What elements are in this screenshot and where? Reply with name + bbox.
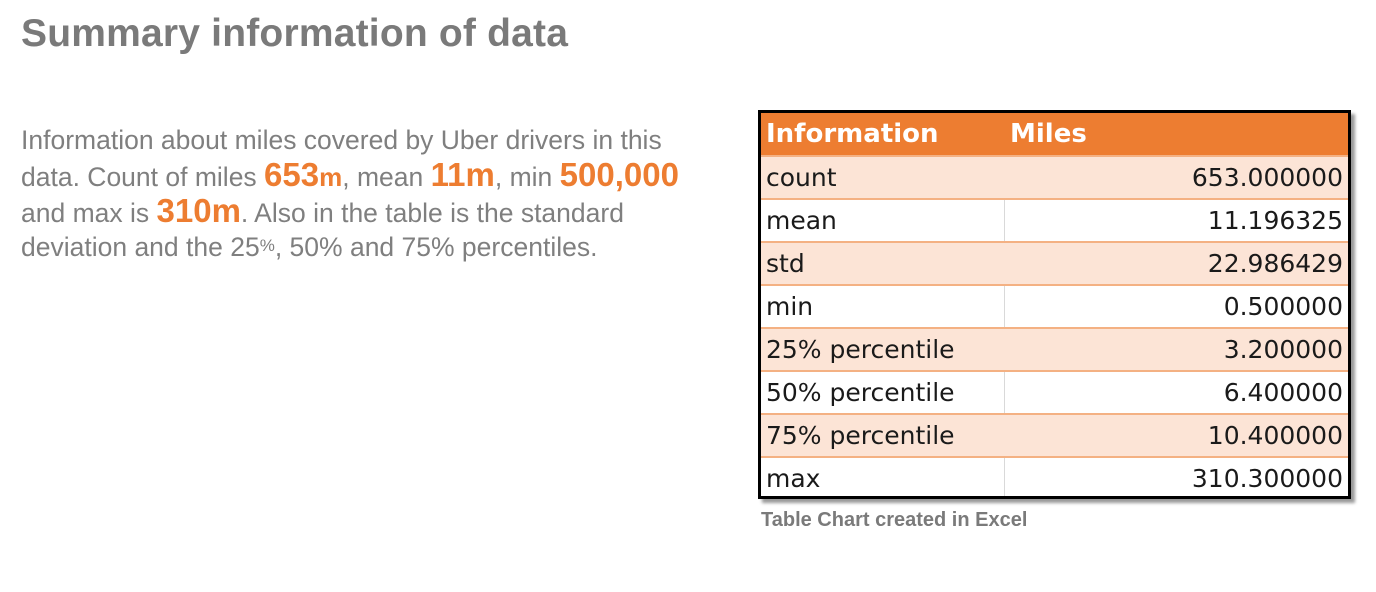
table-caption: Table Chart created in Excel [761,509,1028,531]
table-row: count 653.000000 [761,156,1348,200]
header-miles: Miles [1004,113,1348,157]
table-row: 75% percentile 10.400000 [761,414,1348,458]
count-unit: m [319,161,343,192]
row-value: 10.400000 [1004,414,1348,458]
row-label: count [761,156,1004,200]
row-value: 22.986429 [1004,242,1348,286]
row-label: mean [761,199,1005,243]
table-row: 50% percentile 6.400000 [761,371,1348,415]
header-information: Information [761,113,1004,157]
row-value: 653.000000 [1004,156,1348,200]
table-header-row: Information Miles [761,113,1348,157]
table-row: min 0.500000 [761,285,1348,329]
percent-superscript: % [259,235,275,255]
count-highlight: 653m [264,156,342,193]
desc-text-2: , mean [342,161,431,192]
count-value: 653 [264,155,320,193]
page-title: Summary information of data [21,12,569,55]
row-label: min [761,285,1005,329]
description-paragraph: Information about miles covered by Uber … [21,124,721,264]
row-label: 25% percentile [761,328,1004,372]
row-value: 3.200000 [1004,328,1348,372]
row-value: 11.196325 [1004,199,1348,243]
row-label: 50% percentile [761,371,1005,415]
mean-highlight: 11m [430,155,495,193]
desc-text-1: Information about miles covered by Uber … [21,125,662,192]
table-row: max 310.300000 [761,457,1348,496]
desc-text-5: . Also in the table is the standard devi… [21,198,624,262]
row-label: std [761,242,1004,286]
row-value: 6.400000 [1004,371,1348,415]
row-label: 75% percentile [761,414,1004,458]
desc-text-3: , min [494,161,560,192]
table-row: std 22.986429 [761,242,1348,286]
desc-text-4: and max is [21,198,157,228]
row-label: max [761,457,1005,496]
table-row: mean 11.196325 [761,199,1348,243]
table-row: 25% percentile 3.200000 [761,328,1348,372]
summary-table: Information Miles count 653.000000 mean … [761,113,1348,496]
desc-text-6: , 50% and 75% percentiles. [274,231,598,262]
min-highlight: 500,000 [559,155,679,193]
row-value: 0.500000 [1004,285,1348,329]
max-highlight: 310m [156,192,241,229]
row-value: 310.300000 [1004,457,1348,496]
summary-table-frame: Information Miles count 653.000000 mean … [758,110,1351,499]
